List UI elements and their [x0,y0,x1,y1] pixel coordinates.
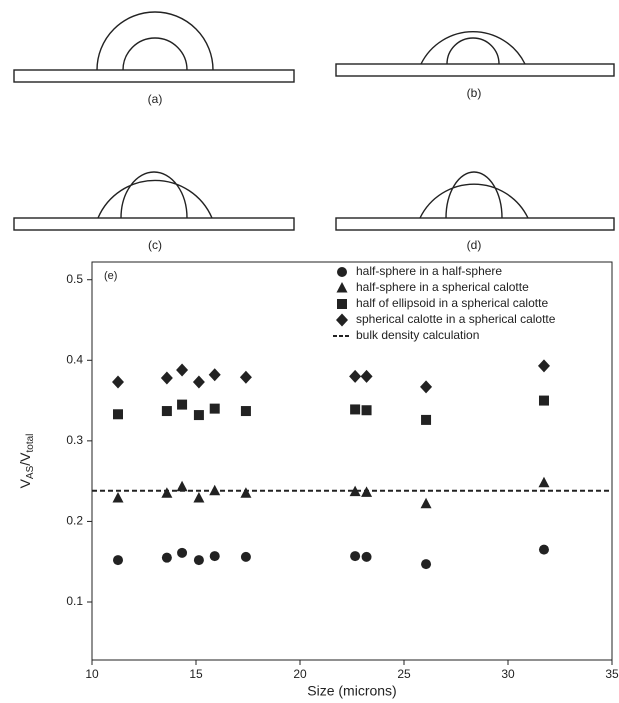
data-point [192,375,205,389]
data-point [177,399,188,410]
data-point [538,395,549,406]
data-point [420,497,432,509]
data-point [193,492,205,503]
data-point [112,492,124,503]
y-tick-label: 0.5 [66,272,83,286]
data-point [538,476,550,488]
data-point [112,375,124,389]
data-point [209,403,220,414]
substrate [335,217,615,231]
data-point [240,406,251,417]
panel-label: (d) [467,238,482,252]
substrate [13,217,295,231]
data-point [160,371,173,385]
data-point [176,480,188,492]
substrate [13,69,295,83]
diagram-d [419,171,529,219]
panel-label: (a) [148,92,163,106]
data-point [360,369,373,383]
data-point [177,547,188,558]
data-point [361,551,372,562]
diagram-a [96,11,214,71]
panel-label: (b) [467,86,482,100]
data-point [240,487,252,498]
legend-label: half of ellipsoid in a spherical calotte [356,296,548,310]
data-point [161,406,172,417]
x-tick-label: 15 [189,667,203,681]
data-point [421,414,432,425]
data-point [161,552,172,563]
x-tick-label: 35 [605,667,619,681]
legend-label: spherical calotte in a spherical calotte [356,312,556,326]
data-point [209,551,220,562]
legend-label: bulk density calculation [356,328,479,342]
data-point [239,370,252,384]
data-point [349,485,361,497]
marker [337,299,347,309]
data-point [113,555,123,566]
data-point [193,410,204,421]
data-point [240,551,251,562]
data-point [113,409,123,420]
y-axis-label: VAS/Vtotal [17,434,36,489]
diagrams: (a) (b) (c) (d) [13,11,615,252]
y-tick-label: 0.4 [66,352,83,366]
data-point [361,486,373,497]
data-point [420,380,433,394]
x-axis-label: Size (microns) [307,683,396,699]
data-point [537,359,550,373]
data-point [176,363,189,377]
data-point [208,368,221,382]
data-point [361,405,372,416]
data-point [350,551,361,562]
data-point [209,484,221,496]
diagram-c [97,171,213,219]
panel-label: (c) [148,238,162,252]
data-point [350,404,361,415]
legend-label: half-sphere in a half-sphere [356,264,502,278]
x-tick-label: 25 [397,667,411,681]
y-label-part: /V [17,452,33,466]
x-tick-label: 20 [293,667,307,681]
diagram-b [420,31,526,65]
x-tick-label: 30 [501,667,515,681]
panel-label: (e) [104,270,117,282]
legend-label: half-sphere in a spherical calotte [356,280,529,294]
marker [336,313,348,327]
x-tick-label: 10 [85,667,99,681]
y-tick-label: 0.2 [66,514,83,528]
substrate [335,63,615,77]
y-label-part: V [17,478,33,488]
y-tick-label: 0.1 [66,594,83,608]
y-label-part: AS [25,465,36,479]
marker [337,267,347,277]
marker [336,282,348,293]
data-point [161,487,173,498]
data-point [538,544,549,555]
plot-frame [91,261,613,661]
y-tick-label: 0.3 [66,433,83,447]
data-point [349,369,362,383]
y-label-part: total [25,434,36,453]
data-point [193,555,204,566]
data-point [421,559,432,570]
